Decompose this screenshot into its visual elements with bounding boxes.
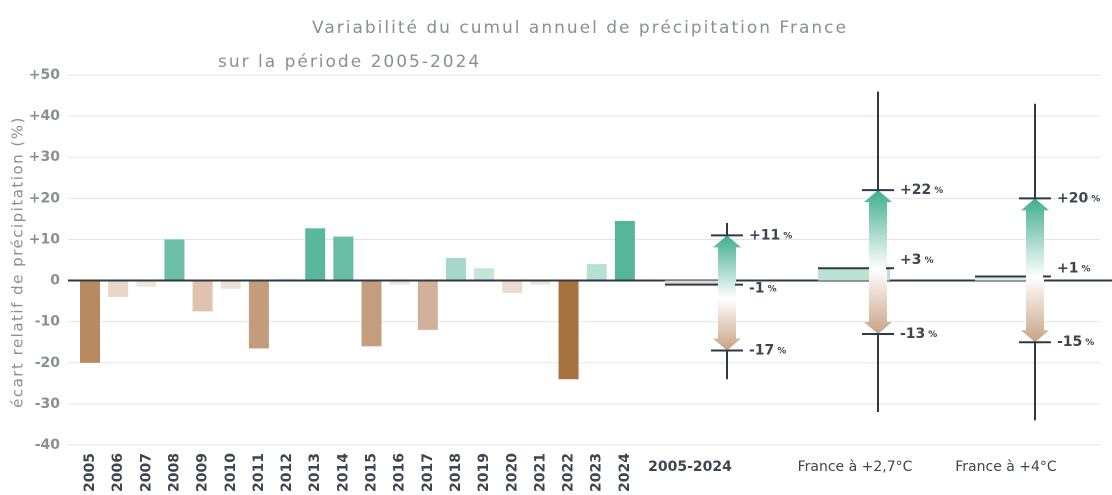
range-arrow (1021, 198, 1049, 343)
range-arrow (713, 235, 741, 351)
value-label-number: +1 (1057, 260, 1078, 276)
y-tick-label: -40 (35, 437, 61, 453)
group-label: 2005-2024 (648, 459, 732, 475)
x-tick-label: 2010 (223, 453, 239, 492)
mean-bar (665, 280, 735, 285)
x-tick-label: 2017 (420, 453, 436, 492)
value-label: +1% (1057, 260, 1091, 276)
bar (474, 268, 495, 281)
value-label-number: +22 (900, 182, 931, 198)
y-axis-label: écart relatif de précipitation (%) (9, 116, 27, 408)
bar (586, 264, 607, 281)
value-label: -15% (1057, 334, 1094, 350)
x-tick-label: 2022 (561, 453, 577, 492)
x-tick-label: 2012 (279, 453, 295, 492)
value-unit: % (777, 346, 786, 356)
bar (164, 239, 185, 281)
mean-bar (975, 276, 1037, 281)
value-unit: % (1081, 264, 1090, 274)
y-tick-label: +30 (29, 149, 60, 165)
bar (558, 280, 579, 380)
x-tick-label: 2009 (195, 453, 211, 492)
bar (192, 280, 213, 312)
x-tick-label: 2013 (307, 453, 323, 492)
y-tick-label: +10 (29, 231, 60, 247)
bar (530, 280, 551, 285)
x-tick-label: 2006 (110, 453, 126, 492)
x-tick-label: 2008 (166, 453, 182, 492)
chart-subtitle: sur la période 2005-2024 (218, 52, 481, 72)
x-tick-label: 2014 (335, 453, 351, 492)
group-label: France à +4°C (955, 459, 1057, 475)
chart-title: Variabilité du cumul annuel de précipita… (312, 18, 848, 38)
value-label-number: -15 (1057, 334, 1082, 350)
bar (136, 280, 157, 287)
y-tick-label: 0 (50, 273, 60, 289)
x-tick-label: 2021 (532, 453, 548, 492)
x-tick-label: 2018 (448, 453, 464, 492)
y-tick-label: +20 (29, 190, 60, 206)
value-unit: % (924, 256, 933, 266)
value-unit: % (928, 330, 937, 340)
bar (220, 280, 241, 289)
x-tick-label: 2011 (251, 453, 267, 492)
value-label-number: +3 (900, 252, 921, 268)
bar (614, 220, 635, 281)
y-tick-label: +40 (29, 108, 60, 124)
bar (333, 236, 354, 281)
y-tick-label: -10 (35, 314, 61, 330)
value-unit: % (934, 186, 943, 196)
bar (361, 280, 382, 347)
bar (108, 280, 129, 297)
value-unit: % (1091, 194, 1100, 204)
bar (277, 278, 298, 281)
x-tick-label: 2024 (617, 453, 633, 492)
value-label: +3% (900, 252, 934, 268)
group-label: France à +2,7°C (798, 459, 913, 475)
bar (248, 280, 269, 349)
value-label: +22% (900, 182, 943, 198)
y-tick-label: -30 (35, 396, 61, 412)
bar (417, 280, 438, 330)
value-label: -17% (749, 342, 786, 358)
value-label-number: -13 (900, 326, 925, 342)
value-unit: % (768, 284, 777, 294)
value-label-number: -17 (749, 342, 774, 358)
bar (305, 228, 326, 281)
x-tick-label: 2007 (138, 453, 154, 492)
y-tick-label: +50 (29, 67, 60, 83)
value-label: +11% (749, 227, 792, 243)
value-label: -1% (749, 281, 777, 297)
bar (389, 280, 410, 285)
value-unit: % (1085, 338, 1094, 348)
x-tick-label: 2023 (589, 453, 605, 492)
x-tick-label: 2015 (364, 453, 380, 492)
value-label-number: +20 (1057, 190, 1088, 206)
value-label: +20% (1057, 190, 1100, 206)
x-tick-label: 2020 (504, 453, 520, 492)
x-tick-label: 2016 (392, 453, 408, 492)
range-arrow (864, 190, 892, 334)
bar (502, 280, 523, 293)
value-unit: % (783, 231, 792, 241)
y-tick-label: -20 (35, 355, 61, 371)
value-label-number: -1 (749, 281, 765, 297)
bar (445, 257, 466, 281)
x-tick-label: 2005 (82, 453, 98, 492)
value-label-number: +11 (749, 227, 780, 243)
value-label: -13% (900, 326, 937, 342)
bar (80, 280, 100, 363)
x-tick-label: 2019 (476, 453, 492, 492)
